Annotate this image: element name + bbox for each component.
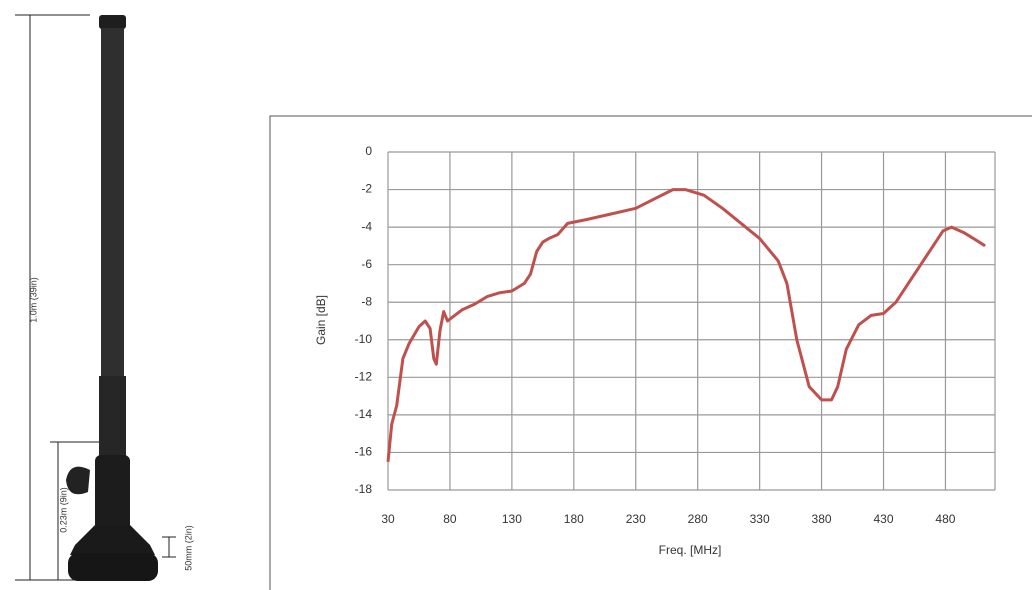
y-tick-label: -6	[361, 257, 372, 271]
y-tick-label: 0	[365, 144, 372, 158]
antenna-cap	[99, 15, 126, 29]
x-tick-label: 130	[502, 512, 522, 526]
antenna-rod	[101, 28, 124, 378]
antenna-lower	[99, 376, 126, 456]
x-tick-label: 30	[381, 512, 395, 526]
y-tick-label: -16	[355, 445, 373, 459]
antenna-clip	[66, 467, 90, 495]
x-tick-label: 430	[873, 512, 893, 526]
antenna-foot	[68, 553, 158, 581]
y-tick-label: -10	[355, 332, 373, 346]
page: 1.0m (39in) 0.23m (9in) 50mm (2in) Gain …	[0, 0, 1032, 590]
y-tick-label: -18	[355, 482, 373, 496]
antenna-image: 1.0m (39in) 0.23m (9in) 50mm (2in)	[15, 15, 193, 581]
dimension-label: 50mm (2in)	[183, 525, 193, 571]
y-tick-label: -4	[361, 219, 372, 233]
x-tick-label: 330	[750, 512, 770, 526]
x-tick-label: 380	[812, 512, 832, 526]
x-tick-label: 80	[443, 512, 457, 526]
antenna-base	[70, 525, 155, 555]
y-tick-label: -8	[361, 294, 372, 308]
x-tick-label: 480	[935, 512, 955, 526]
antenna-spring	[95, 455, 130, 530]
x-tick-label: 280	[688, 512, 708, 526]
x-tick-label: 230	[626, 512, 646, 526]
dimension-label: 0.23m (9in)	[58, 487, 68, 533]
dimension-label: 1.0m (39in)	[28, 277, 38, 323]
y-axis-title: Gain [dB]	[314, 295, 328, 345]
data-line	[388, 190, 985, 462]
y-tick-label: -14	[355, 407, 373, 421]
y-tick-label: -12	[355, 370, 373, 384]
y-tick-label: -2	[361, 182, 372, 196]
x-tick-label: 180	[564, 512, 584, 526]
x-axis-title: Freq. [MHz]	[659, 543, 722, 557]
